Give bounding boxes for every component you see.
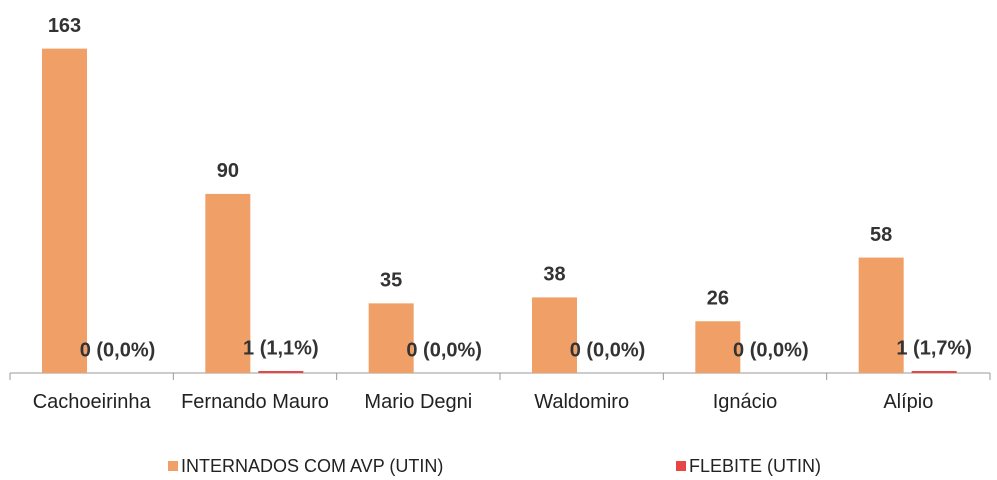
x-tick-label: Ignácio [712,391,778,413]
x-tick-label: Fernando Mauro [181,391,329,413]
bar [368,303,414,373]
legend-label: INTERNADOS COM AVP (UTIN) [181,456,443,476]
value-label: 1 (1,1%) [243,337,319,359]
value-label: 1 (1,7%) [896,337,972,359]
value-label: 163 [48,15,81,37]
legend-label: FLEBITE (UTIN) [689,456,821,476]
value-label: 90 [217,160,239,182]
value-label: 26 [707,288,729,310]
x-tick-label: Mario Degni [364,391,473,413]
x-tick-label: Alípio [883,391,934,413]
value-label: 58 [870,224,892,246]
bar [205,193,251,373]
x-tick-label: Cachoeirinha [32,391,151,413]
value-label: 35 [380,270,402,292]
legend-swatch [168,461,178,471]
bar [532,297,577,373]
value-label: 0 (0,0%) [80,339,156,361]
bar [858,257,904,373]
legend-swatch [676,461,686,471]
bar [258,371,304,373]
value-label: 0 (0,0%) [733,339,809,361]
value-label: 0 (0,0%) [570,339,646,361]
bar [42,48,87,373]
value-label: 0 (0,0%) [406,339,482,361]
value-label: 38 [543,264,565,286]
bar [911,371,957,373]
x-tick-label: Waldomiro [534,391,630,413]
bar [695,321,741,373]
